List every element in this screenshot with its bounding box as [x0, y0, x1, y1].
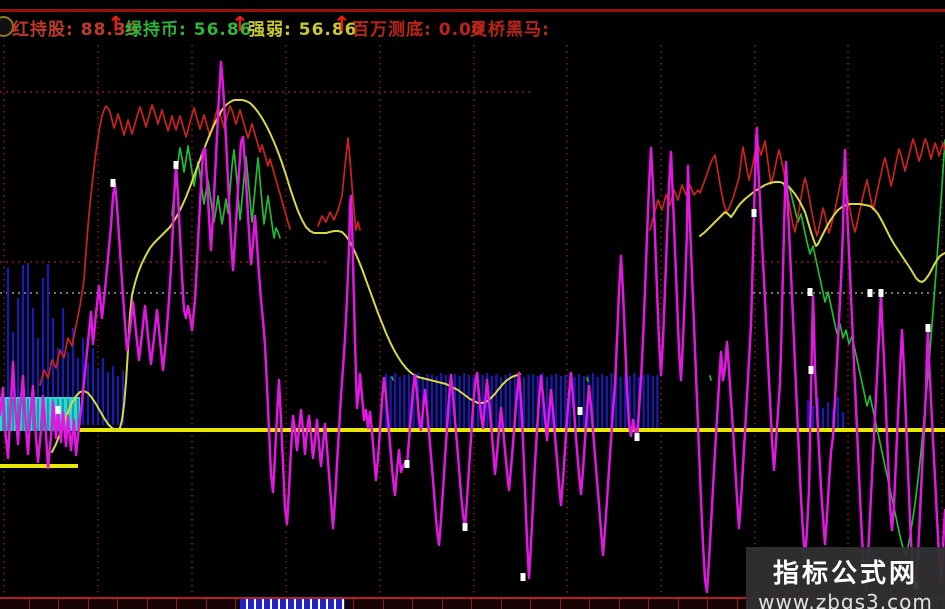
axis-cell [649, 599, 679, 609]
indicator-label: 百万测底: [352, 20, 432, 40]
signal-marker [807, 288, 813, 296]
axis-cell [620, 599, 649, 609]
magenta-main [0, 60, 945, 594]
indicator-label: 强弱: [248, 20, 292, 40]
indicator-green-cash: 绿持币: 56.86 [125, 15, 253, 40]
signal-marker [462, 523, 468, 531]
axis-cell [325, 599, 354, 609]
indicator-value: 88.39 [80, 20, 140, 40]
indicator-value: 56.86 [298, 20, 358, 40]
axis-cell [0, 599, 30, 609]
indicator-label: 红持股: [12, 20, 74, 40]
signal-marker [808, 366, 814, 374]
red-indicator [317, 137, 361, 231]
axis-cell [177, 599, 207, 609]
up-arrow-icon: ↑ [231, 12, 249, 36]
axis-cell [118, 599, 148, 609]
yellow-ma [699, 181, 945, 283]
signal-marker [925, 324, 931, 332]
indicator-label: 灵桥黑马: [470, 20, 550, 40]
axis-cell [30, 599, 59, 609]
signal-marker [173, 161, 179, 169]
green-indicator [391, 376, 394, 381]
indicator-million-bottom: 百万测底: 0.00 [352, 15, 485, 40]
indicator-value: 56.86 [193, 20, 253, 40]
axis-cell [679, 599, 708, 609]
axis-cell [472, 599, 502, 609]
red-indicator [649, 138, 945, 237]
green-indicator [782, 139, 945, 557]
watermark-site-name: 指标公式网 [772, 559, 918, 589]
axis-selected-range[interactable] [240, 599, 345, 609]
axis-cell [531, 599, 561, 609]
signal-marker [577, 407, 583, 415]
signal-marker [55, 406, 61, 414]
axis-cell [590, 599, 620, 609]
axis-cell [354, 599, 384, 609]
header-divider-line [0, 9, 945, 12]
axis-cell [502, 599, 531, 609]
signal-marker [867, 289, 873, 297]
axis-cell [89, 599, 118, 609]
indicator-value: 0.00 [438, 20, 485, 40]
watermark-site-url: www.zbgs3.com [758, 590, 933, 609]
green-indicator [709, 375, 712, 381]
axis-cell [413, 599, 443, 609]
up-arrow-icon: ↑ [107, 12, 125, 36]
axis-cell [561, 599, 590, 609]
axis-cell [708, 599, 738, 609]
signal-marker [404, 460, 410, 468]
signal-marker [634, 433, 640, 441]
yellow-ma [51, 99, 521, 453]
axis-cell [443, 599, 472, 609]
indicator-circle-icon [0, 16, 14, 37]
axis-cell [59, 599, 89, 609]
indicator-dark-horse: 灵桥黑马: [470, 15, 550, 40]
axis-cell [384, 599, 413, 609]
indicator-header: 红持股: 88.39 ↑ 绿持币: 56.86 ↑ 强弱: 56.86 ↑ 百万… [0, 12, 945, 40]
signal-marker [110, 179, 116, 187]
red-indicator [39, 104, 291, 386]
green-indicator [586, 377, 589, 382]
indicator-red-holdings: 红持股: 88.39 [12, 15, 140, 40]
signal-marker [878, 289, 884, 297]
axis-cell [148, 599, 177, 609]
signal-marker [751, 209, 757, 217]
green-indicator [171, 145, 281, 239]
up-arrow-icon: ↑ [333, 12, 351, 36]
indicator-strength: 强弱: 56.86 [248, 15, 358, 40]
site-watermark: 指标公式网 www.zbgs3.com [746, 547, 945, 609]
axis-cell [207, 599, 236, 609]
indicator-label: 绿持币: [125, 20, 187, 40]
signal-marker [520, 573, 526, 581]
bottom-period-axis[interactable] [0, 597, 945, 609]
